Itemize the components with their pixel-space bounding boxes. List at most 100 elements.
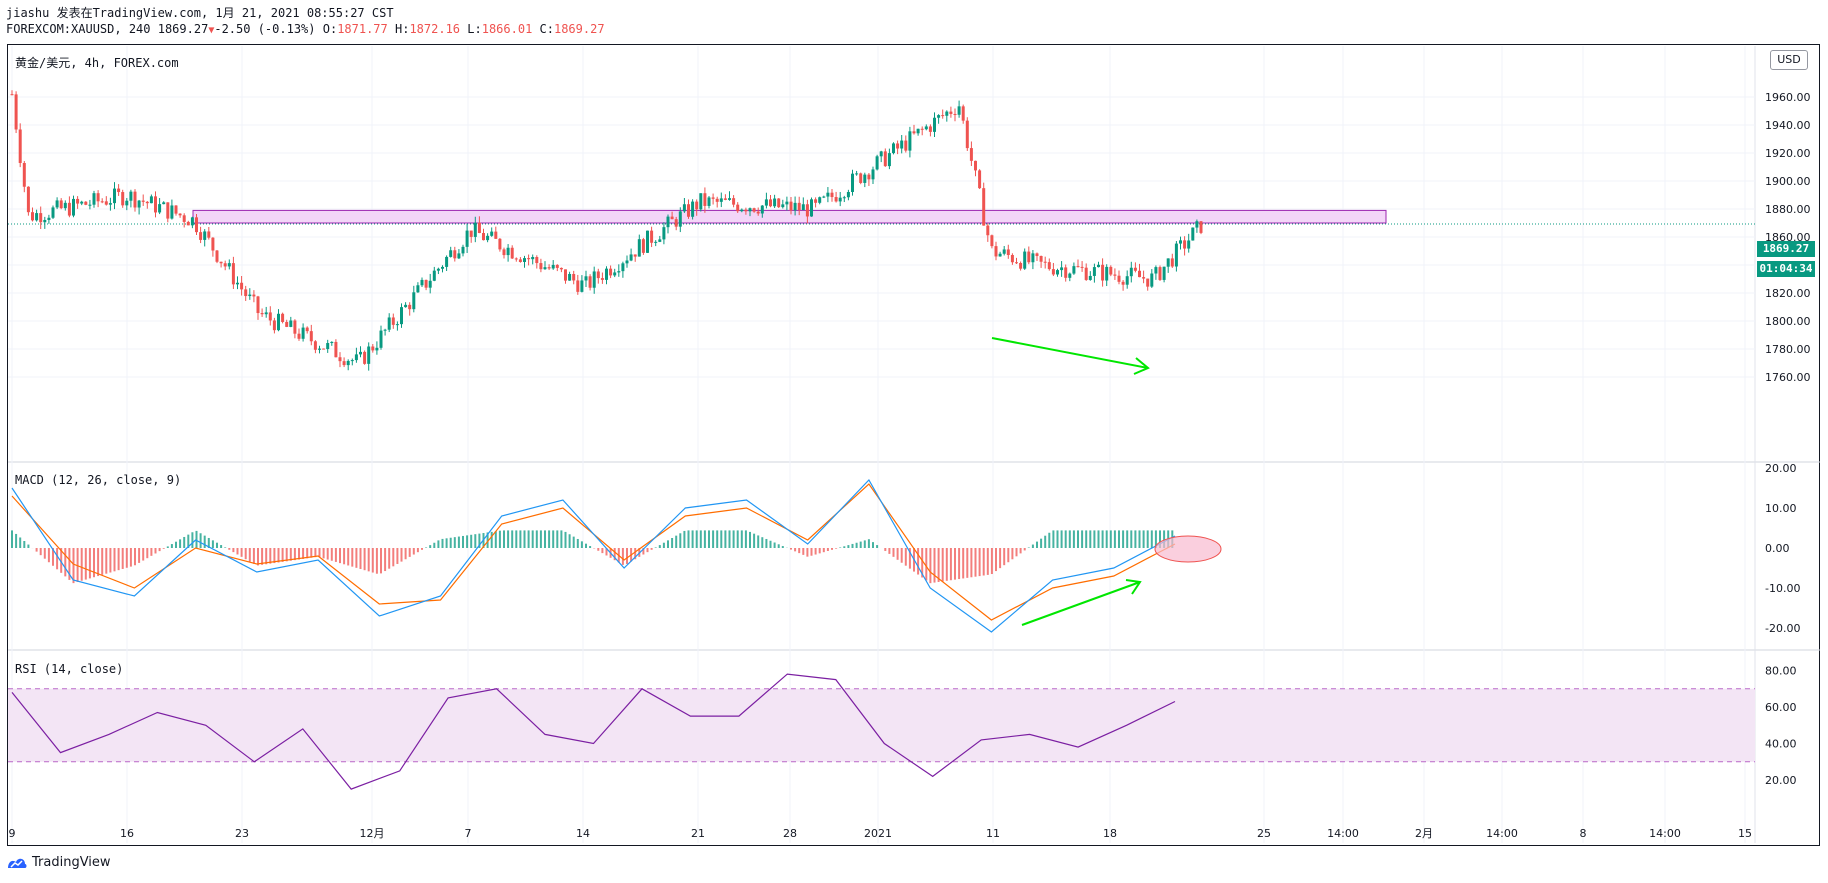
- down-triangle-icon: ▼: [208, 25, 215, 36]
- candle-body: [375, 347, 379, 351]
- candle-body: [141, 200, 145, 202]
- candle-body: [285, 321, 289, 327]
- candle-body: [322, 348, 326, 350]
- open-value: 1871.77: [337, 22, 388, 36]
- candle-body: [1129, 267, 1133, 277]
- candle-body: [900, 140, 904, 149]
- candle-body: [383, 329, 387, 331]
- candle-body: [953, 113, 957, 115]
- candle-body: [822, 196, 826, 198]
- candle-body: [350, 360, 354, 362]
- candle-body: [31, 212, 34, 221]
- rsi-line: [11, 673, 1176, 790]
- candle-body: [190, 217, 194, 226]
- candle-body: [879, 151, 883, 157]
- candle-body: [736, 204, 740, 212]
- candle-body: [801, 204, 805, 211]
- candle-body: [354, 354, 358, 361]
- tradingview-footer[interactable]: TradingView: [6, 855, 111, 870]
- candle-body: [658, 239, 662, 242]
- candle-body: [670, 216, 674, 220]
- candle-body: [297, 333, 301, 339]
- candle-body: [691, 201, 695, 217]
- candle-body: [941, 115, 945, 117]
- macd-line: [11, 479, 1176, 633]
- candle-body: [1002, 249, 1006, 254]
- rsi-tick-label: 80.00: [1765, 665, 1797, 678]
- price-tick-label: 1920.00: [1765, 147, 1811, 160]
- candle-body: [1019, 262, 1023, 269]
- candle-body: [498, 238, 502, 250]
- candle-body: [453, 250, 457, 259]
- candle-body: [1080, 266, 1084, 268]
- candle-body: [1154, 267, 1158, 274]
- candle-body: [88, 204, 92, 206]
- currency-button[interactable]: USD: [1770, 50, 1808, 70]
- candle-body: [404, 304, 408, 308]
- candle-body: [1101, 264, 1105, 281]
- candle-body: [268, 312, 272, 321]
- candle-body: [1183, 240, 1187, 249]
- candle-body: [318, 348, 321, 350]
- candle-body: [588, 276, 592, 288]
- x-tick-label: 2021: [864, 827, 892, 840]
- candle-body: [338, 357, 342, 362]
- candle-body: [1109, 266, 1113, 275]
- candle-body: [535, 257, 539, 264]
- candle-body: [818, 197, 822, 203]
- candle-body: [301, 327, 305, 339]
- candle-body: [158, 204, 162, 213]
- arrow-head-icon: [1125, 579, 1142, 595]
- candle-body: [986, 225, 990, 236]
- candle-body: [687, 204, 690, 217]
- candle-body: [978, 170, 982, 189]
- candle-body: [531, 257, 535, 260]
- candle-body: [1113, 274, 1117, 276]
- price-tick-label: 1820.00: [1765, 287, 1811, 300]
- candle-body: [613, 272, 617, 276]
- candle-body: [227, 263, 231, 267]
- x-tick-label: 9: [9, 827, 16, 840]
- price-tick-label: 1780.00: [1765, 343, 1811, 356]
- candle-body: [195, 217, 198, 233]
- candle-body: [1117, 275, 1121, 282]
- chart-frame[interactable]: [7, 44, 1820, 846]
- candle-body: [305, 327, 309, 332]
- candle-body: [1006, 249, 1010, 256]
- candle-body: [80, 201, 84, 204]
- candle-body: [211, 237, 215, 251]
- candle-body: [486, 235, 490, 241]
- candle-body: [937, 115, 941, 118]
- candle-body: [264, 312, 268, 315]
- x-tick-label: 14:00: [1486, 827, 1518, 840]
- candle-body: [715, 198, 719, 202]
- candle-body: [92, 193, 96, 205]
- candle-body: [883, 151, 887, 167]
- candle-body: [1105, 266, 1109, 281]
- price-tick-label: 1760.00: [1765, 371, 1811, 384]
- candle-body: [760, 205, 764, 214]
- candle-body: [748, 208, 752, 212]
- candle-body: [678, 211, 682, 227]
- rsi-pane-title: RSI (14, close): [15, 662, 124, 676]
- candle-body: [646, 230, 649, 253]
- x-tick-label: 25: [1257, 827, 1271, 840]
- candle-body: [457, 253, 461, 259]
- candle-body: [203, 231, 207, 240]
- high-value: 1872.16: [409, 22, 461, 36]
- candle-body: [719, 198, 723, 202]
- candle-body: [998, 253, 1002, 257]
- candle-body: [855, 173, 859, 175]
- candle-body: [703, 193, 707, 206]
- price-tick-label: 1960.00: [1765, 91, 1811, 104]
- candle-body: [449, 250, 453, 257]
- candle-body: [473, 222, 477, 237]
- candle-body: [723, 198, 727, 200]
- candle-body: [555, 264, 559, 268]
- candle-body: [1121, 281, 1125, 285]
- candle-body: [933, 117, 936, 132]
- candle-body: [113, 188, 116, 204]
- candle-body: [1199, 221, 1203, 233]
- candle-body: [51, 207, 55, 218]
